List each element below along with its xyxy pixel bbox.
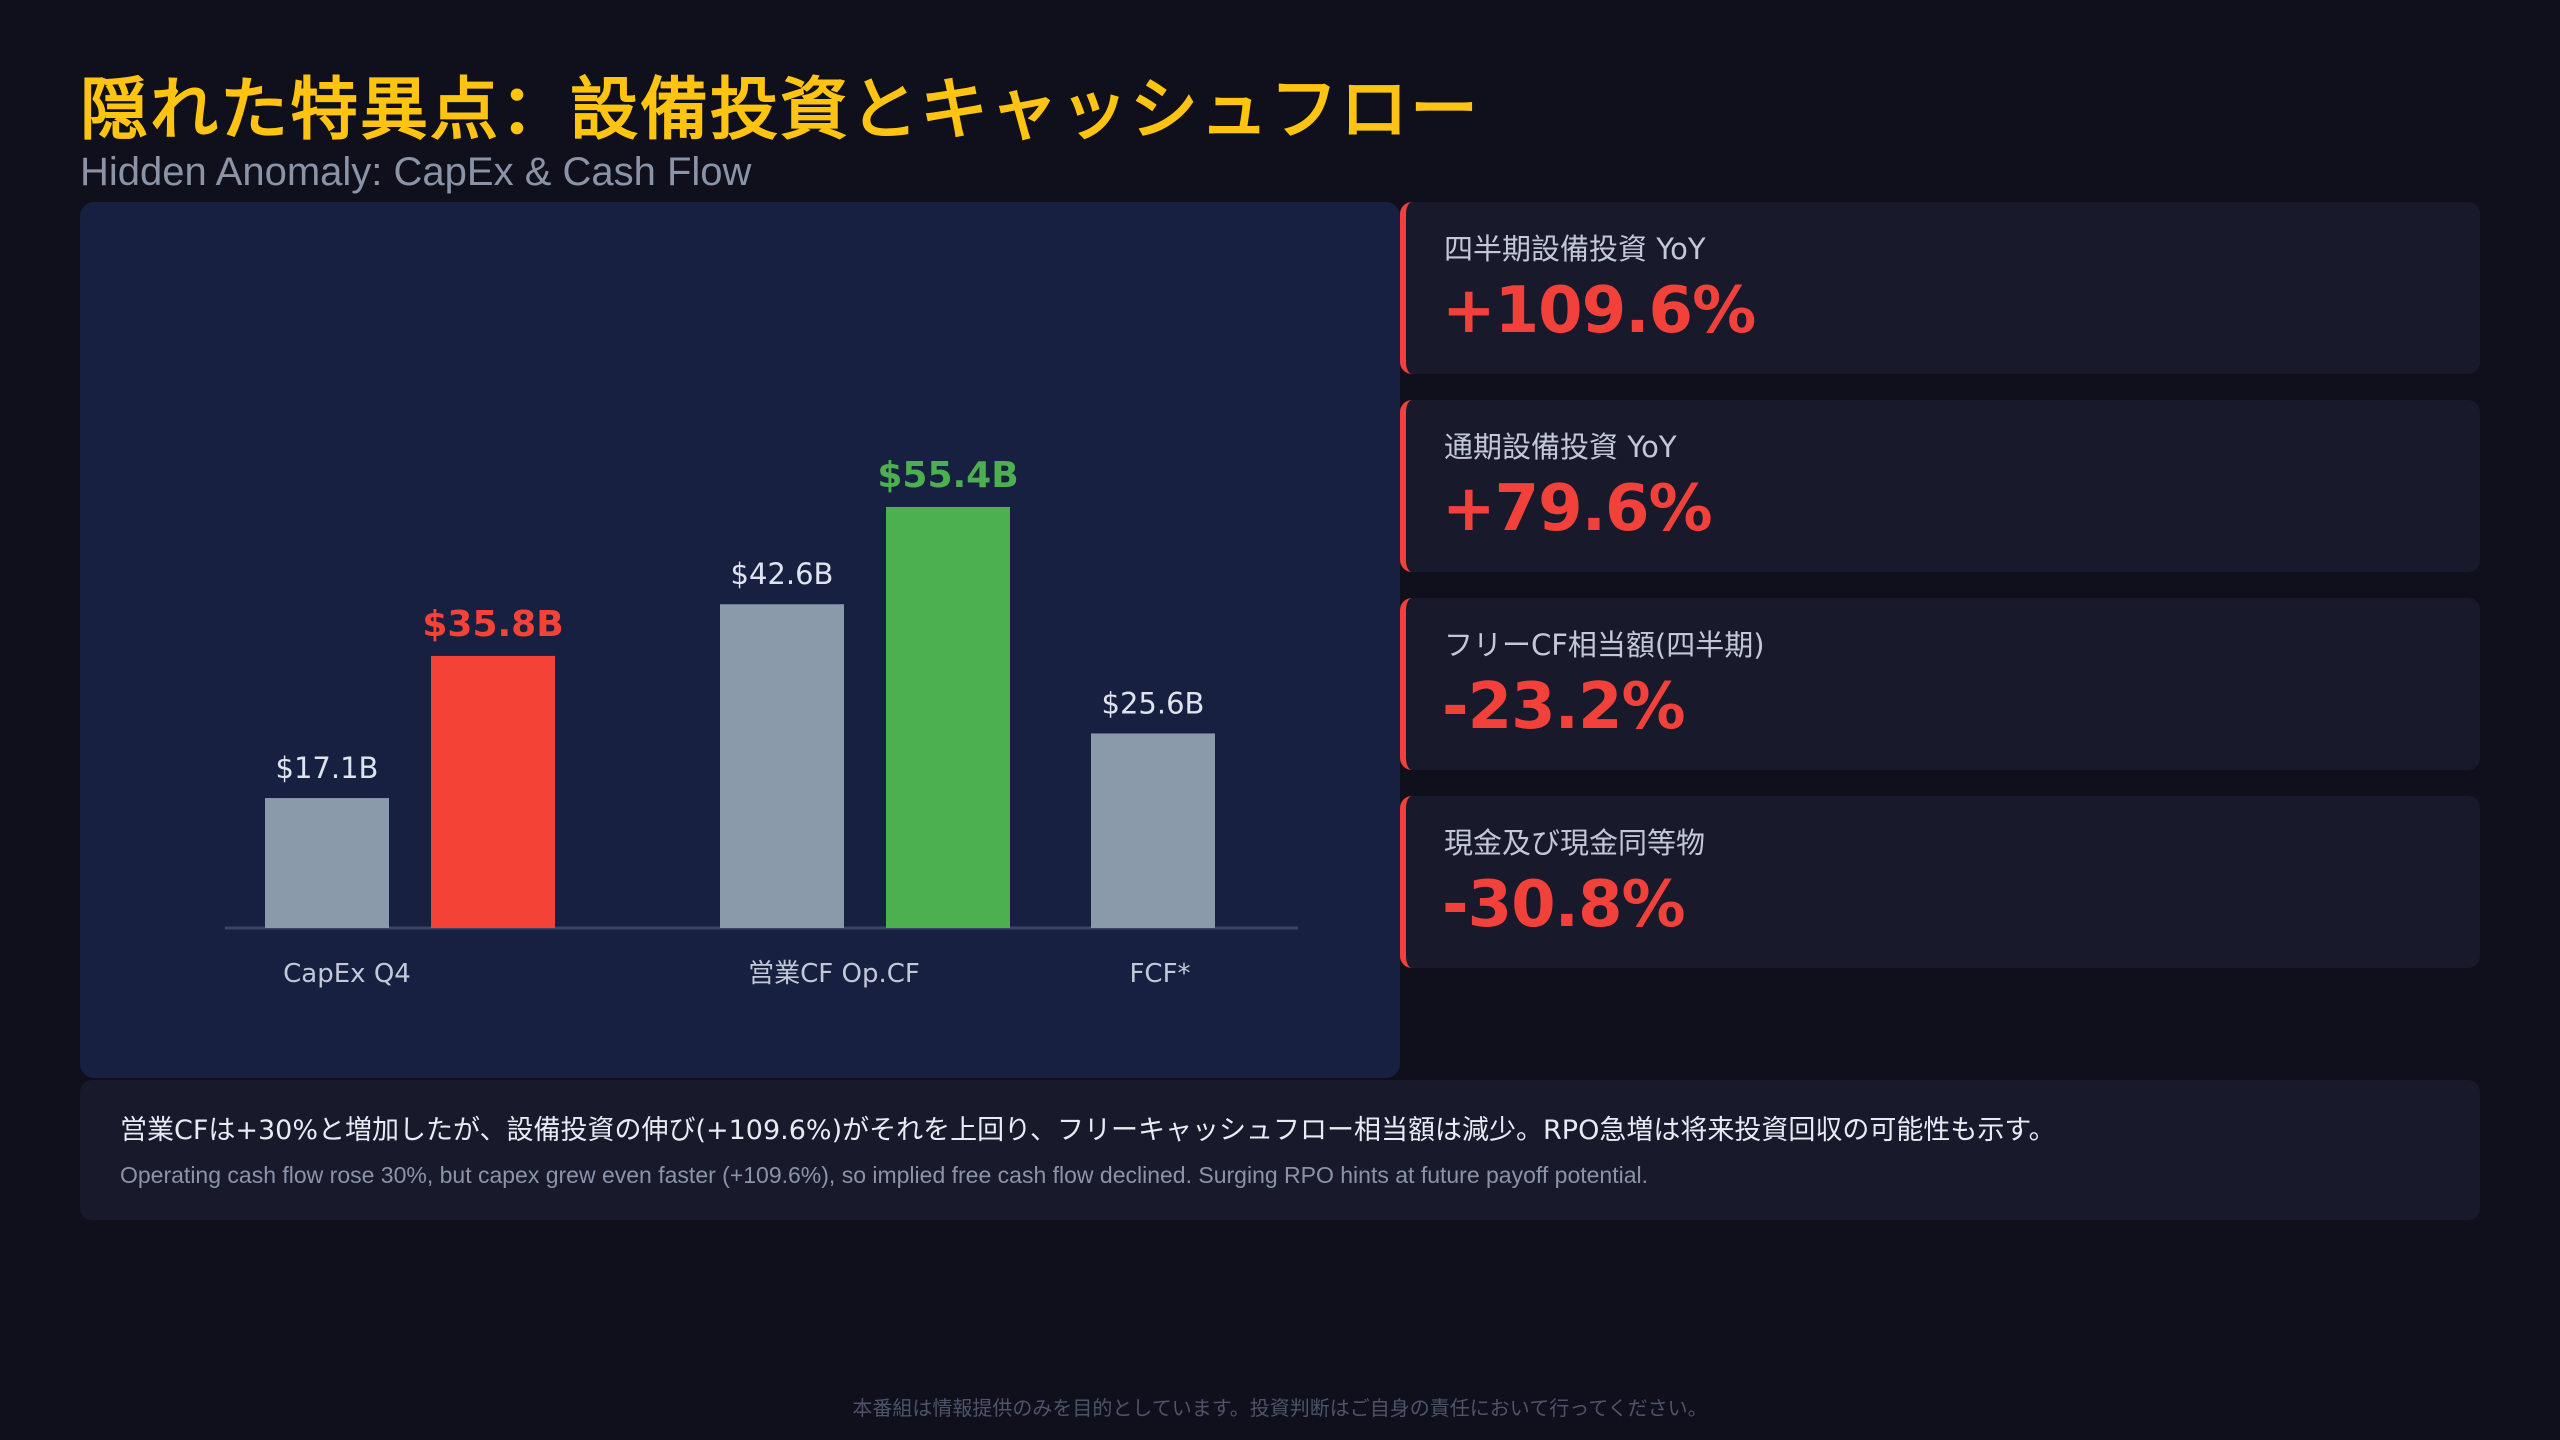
kpi-label: 通期設備投資 YoY bbox=[1444, 430, 1677, 464]
bar-value-label: $17.1B bbox=[276, 751, 379, 785]
commentary-english: Operating cash flow rose 30%, but capex … bbox=[120, 1162, 1648, 1188]
bar-value-label: $55.4B bbox=[877, 455, 1018, 496]
chart-panel: $17.1B $42.6B $25.6B $35.8B $55.4B CapEx Q4 営業… bbox=[80, 202, 1400, 1078]
bar-current-0 bbox=[431, 655, 555, 928]
kpi-label: 四半期設備投資 YoY bbox=[1444, 232, 1706, 266]
commentary-box: 営業CFは+30%と増加したが、設備投資の伸び(+109.6%)がそれを上回り、… bbox=[80, 1080, 2480, 1220]
kpi-card-free-cash-flow: フリーCF相当額(四半期) -23.2% bbox=[1400, 598, 2480, 770]
bar-chart: $17.1B $42.6B $25.6B $35.8B $55.4B CapEx Q4 営業… bbox=[225, 455, 1298, 989]
bar-value-label: $42.6B bbox=[731, 557, 834, 591]
kpi-card-cash-equivalents: 現金及び現金同等物 -30.8% bbox=[1400, 796, 2480, 968]
kpi-label: 現金及び現金同等物 bbox=[1444, 826, 1706, 860]
bar-prior-1 bbox=[720, 604, 844, 928]
category-label: 営業CF Op.CF bbox=[748, 959, 920, 989]
bar-value-label: $35.8B bbox=[422, 604, 563, 645]
bar-current-1 bbox=[886, 506, 1010, 928]
bar-prior-0 bbox=[265, 798, 389, 928]
kpi-card-annual-capex: 通期設備投資 YoY +79.6% bbox=[1400, 400, 2480, 572]
kpi-value: -23.2% bbox=[1442, 670, 1686, 744]
bar-prior-2 bbox=[1091, 733, 1215, 928]
kpi-card-quarterly-capex: 四半期設備投資 YoY +109.6% bbox=[1400, 202, 2480, 374]
category-label: CapEx Q4 bbox=[283, 959, 411, 989]
kpi-label: フリーCF相当額(四半期) bbox=[1444, 628, 1765, 662]
kpi-value: +79.6% bbox=[1442, 472, 1713, 546]
kpi-value: +109.6% bbox=[1442, 274, 1756, 348]
category-label: FCF* bbox=[1129, 959, 1190, 989]
bar-value-label: $25.6B bbox=[1102, 686, 1205, 720]
page-title: 隠れた特異点：設備投資とキャッシュフロー bbox=[80, 71, 1481, 150]
page-subtitle: Hidden Anomaly: CapEx & Cash Flow bbox=[80, 150, 752, 194]
disclaimer: 本番組は情報提供のみを目的としています。投資判断はご自身の責任において行ってくだ… bbox=[852, 1396, 1708, 1420]
commentary-japanese: 営業CFは+30%と増加したが、設備投資の伸び(+109.6%)がそれを上回り、… bbox=[120, 1115, 2056, 1146]
kpi-value: -30.8% bbox=[1442, 868, 1686, 942]
